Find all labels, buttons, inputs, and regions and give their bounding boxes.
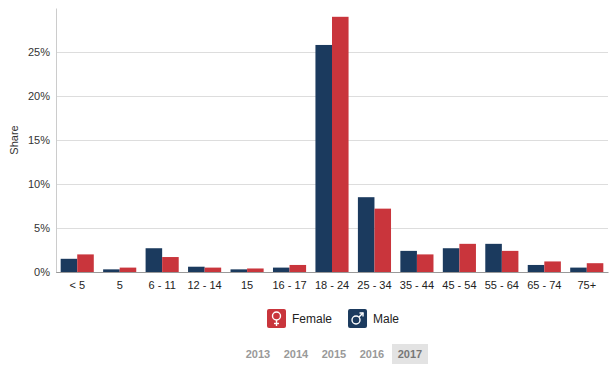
x-tick-label: 55 - 64 (485, 279, 519, 291)
legend-swatch (267, 309, 286, 328)
y-tick: 15% (28, 134, 56, 146)
y-tick: 25% (28, 46, 56, 58)
x-tick-label: 25 - 34 (357, 279, 391, 291)
bar (358, 197, 375, 272)
x-tick: 16 - 17 (272, 272, 306, 291)
bar (332, 17, 349, 272)
bar (528, 265, 545, 272)
bar (443, 248, 460, 272)
bar (459, 244, 476, 272)
timeline-item[interactable]: 2014 (284, 348, 309, 360)
legend-label: Male (373, 312, 399, 326)
x-axis-line (57, 272, 609, 273)
bar (162, 257, 179, 272)
x-tick-label: 18 - 24 (315, 279, 349, 291)
timeline-label[interactable]: 2015 (322, 348, 346, 360)
x-tick: 18 - 24 (315, 272, 349, 291)
x-tick: 35 - 44 (400, 272, 434, 291)
y-axis: 0% 5% 10% 15% 20% 25% (28, 9, 57, 279)
timeline-label[interactable]: 2017 (398, 348, 422, 360)
legend-icon (352, 313, 363, 324)
y-tick: 0% (34, 266, 56, 278)
y-tick-label: 10% (28, 178, 50, 190)
x-tick: 6 - 11 (148, 272, 175, 291)
chart: 0% 5% 10% 15% 20% 25% < 5 5 6 - 11 12 - 14 15 16 - … (0, 0, 613, 373)
x-tick-label: 45 - 54 (442, 279, 476, 291)
y-tick-label: 15% (28, 134, 50, 146)
timeline-item[interactable]: 2017 (392, 344, 428, 364)
legend: Female Male (267, 309, 399, 328)
y-tick-label: 25% (28, 46, 50, 58)
timeline-item[interactable]: 2016 (360, 348, 384, 360)
timeline-label[interactable]: 2013 (246, 348, 270, 360)
bar (544, 261, 561, 272)
timeline-item[interactable]: 2013 (246, 348, 270, 360)
y-tick-label: 20% (28, 90, 50, 102)
x-tick: 15 (241, 272, 253, 291)
bar (273, 268, 290, 272)
y-tick: 20% (28, 90, 56, 102)
x-tick: 25 - 34 (357, 272, 391, 291)
y-tick: 10% (28, 178, 56, 190)
x-tick-label: 65 - 74 (527, 279, 561, 291)
x-tick: 65 - 74 (527, 272, 561, 291)
x-tick-label: 75+ (577, 279, 596, 291)
timeline-label[interactable]: 2016 (360, 348, 384, 360)
timeline-item[interactable]: 2015 (322, 348, 346, 360)
y-tick: 5% (34, 222, 56, 234)
bar (103, 269, 120, 272)
x-tick-label: < 5 (69, 279, 85, 291)
timeline-active-bg[interactable] (392, 344, 428, 364)
legend-swatch (348, 309, 367, 328)
bar (231, 269, 248, 272)
timeline-label[interactable]: 2014 (284, 348, 309, 360)
bar (485, 244, 502, 272)
bar (374, 209, 391, 272)
bar (205, 268, 222, 272)
x-tick-label: 6 - 11 (148, 279, 175, 291)
legend-icon (273, 312, 281, 326)
x-tick-label: 5 (117, 279, 123, 291)
bar (417, 254, 434, 272)
x-tick: 75+ (577, 272, 596, 291)
bar (502, 251, 519, 272)
x-tick-label: 35 - 44 (400, 279, 434, 291)
legend-item: Male (348, 309, 399, 328)
bar (290, 265, 307, 272)
y-axis-line (56, 9, 57, 273)
x-tick: 55 - 64 (485, 272, 519, 291)
bar (77, 254, 94, 272)
bar (120, 268, 137, 272)
legend-item: Female (267, 309, 332, 328)
timeline: 2013 2014 2015 2016 2017 (246, 344, 428, 364)
legend-label: Female (292, 312, 332, 326)
bar (61, 259, 78, 272)
y-axis-title: Share (8, 125, 20, 154)
y-tick-label: 5% (34, 222, 50, 234)
bars (61, 17, 604, 272)
bar (587, 263, 604, 272)
bar (315, 45, 332, 272)
x-tick-label: 12 - 14 (187, 279, 221, 291)
x-tick: 5 (117, 272, 123, 291)
x-axis: < 5 5 6 - 11 12 - 14 15 16 - 17 18 - 24 25 - 34… (57, 272, 609, 291)
x-tick: 12 - 14 (187, 272, 221, 291)
bar (146, 248, 163, 272)
x-tick: < 5 (69, 272, 85, 291)
bar (400, 251, 417, 272)
bar (570, 268, 587, 272)
y-tick-label: 0% (34, 266, 50, 278)
bar (247, 268, 264, 272)
x-tick: 45 - 54 (442, 272, 476, 291)
x-tick-label: 16 - 17 (272, 279, 306, 291)
bar (188, 267, 205, 272)
x-tick-label: 15 (241, 279, 253, 291)
